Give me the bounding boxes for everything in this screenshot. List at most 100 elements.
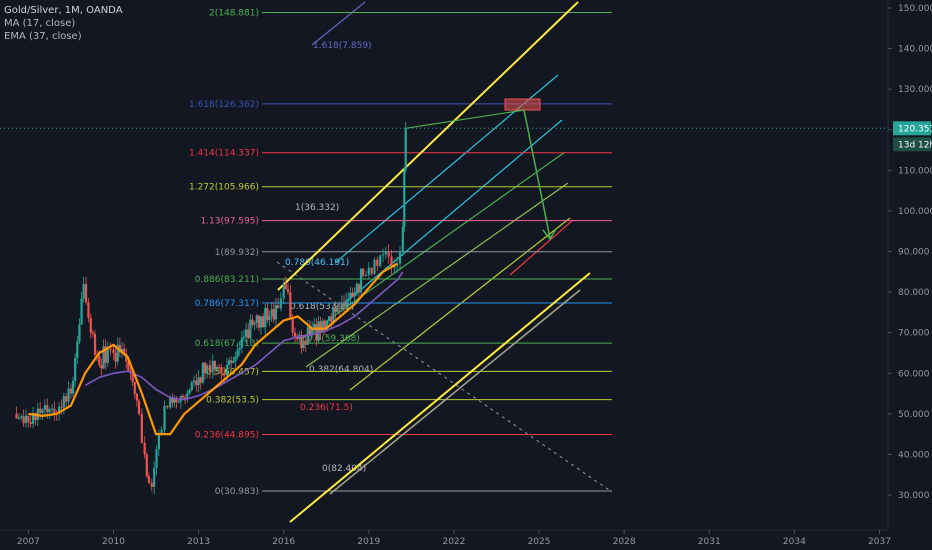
candle-body-42[interactable] [112,349,115,353]
candle-body-90[interactable] [223,373,226,376]
candle-body-154[interactable] [362,268,365,276]
candle-body-15[interactable] [50,408,54,410]
candle-body-140[interactable] [332,306,335,323]
channel-lower-line[interactable] [289,272,591,523]
candle-body-2[interactable] [20,416,23,418]
candle-body-162[interactable] [384,251,387,255]
candle-body-8[interactable] [34,412,37,420]
candle-body-120[interactable] [289,292,292,318]
candle-body-155[interactable] [364,274,368,276]
candle-body-149[interactable] [351,292,354,297]
candle-body-87[interactable] [215,367,219,370]
candle-body-139[interactable] [330,316,333,323]
candle-body-103[interactable] [251,319,254,325]
candle-body-11[interactable] [41,409,44,413]
candle-body-93[interactable] [230,360,233,363]
candle-body-133[interactable] [317,321,320,341]
candle-body-99[interactable] [242,336,246,339]
candle-body-74[interactable] [186,393,189,398]
legend-symbol[interactable]: Gold/Silver, 1M, OANDA [4,5,123,16]
candle-body-33[interactable] [91,332,95,334]
candle-body-19[interactable] [60,406,63,408]
candle-body-41[interactable] [109,348,112,350]
ma-line[interactable] [28,262,398,436]
candle-body-130[interactable] [310,328,314,336]
candle-body-147[interactable] [347,298,350,301]
candle-body-108[interactable] [262,316,265,328]
candle-body-21[interactable] [65,396,68,402]
candle-body-66[interactable] [169,397,172,408]
candle-body-86[interactable] [213,361,217,370]
candle-body-142[interactable] [336,308,339,313]
candle-body-104[interactable] [253,322,256,325]
candle-body-143[interactable] [338,308,341,310]
candle-body-75[interactable] [188,390,191,394]
candle-body-132[interactable] [315,324,318,341]
candle-body-80[interactable] [199,377,202,383]
legend-ma[interactable]: MA (17, close) [4,18,76,29]
fan-line-5[interactable] [349,217,571,391]
candle-body-32[interactable] [89,317,92,333]
candle-body-55[interactable] [140,413,143,443]
candle-body-136[interactable] [323,320,326,328]
candle-body-46[interactable] [120,348,124,353]
ema-line[interactable] [84,271,404,401]
last-price-badge[interactable] [893,121,931,136]
channel-median-line[interactable] [329,289,581,495]
candle-body-131[interactable] [313,324,316,329]
candle-body-59[interactable] [150,482,153,487]
candle-body-40[interactable] [106,348,109,363]
candle-body-107[interactable] [259,316,263,328]
legend-ema[interactable]: EMA (37, close) [4,31,82,42]
candle-body-36[interactable] [98,355,101,366]
candle-body-159[interactable] [376,259,379,266]
candle-body-117[interactable] [282,283,285,299]
candle-body-61[interactable] [155,449,158,469]
candle-body-78[interactable] [195,380,198,386]
candle-body-164[interactable] [390,256,393,268]
candle-body-97[interactable] [238,347,241,350]
candle-body-167[interactable] [398,251,402,264]
candle-body-47[interactable] [123,348,126,354]
candle-body-76[interactable] [190,382,193,391]
candle-body-48[interactable] [125,353,128,362]
candle-body-106[interactable] [257,315,260,328]
candle-body-112[interactable] [270,309,273,317]
candle-body-77[interactable] [192,380,196,383]
candle-body-44[interactable] [116,344,119,362]
candle-body-63[interactable] [160,429,163,435]
candle-body-109[interactable] [264,308,267,328]
candle-body-4[interactable] [24,415,28,424]
candle-body-101[interactable] [247,329,250,339]
candle-body-57[interactable] [145,454,148,477]
candle-body-5[interactable] [27,415,30,422]
candle-body-7[interactable] [31,412,35,424]
candle-body-43[interactable] [114,352,117,362]
candle-body-58[interactable] [147,476,151,483]
candle-body-1[interactable] [17,417,21,419]
candle-body-64[interactable] [163,405,166,430]
candle-body-150[interactable] [353,292,356,297]
dashed-projection-line[interactable] [276,261,613,493]
candle-body-146[interactable] [345,300,348,307]
candle-body-6[interactable] [29,421,32,424]
candle-body-26[interactable] [76,341,79,359]
candle-body-137[interactable] [325,320,329,328]
candle-body-148[interactable] [349,292,352,299]
candle-body-22[interactable] [67,388,70,402]
candle-body-88[interactable] [218,367,221,369]
countdown-badge[interactable] [893,137,931,152]
candle-body-51[interactable] [131,373,134,382]
candle-body-129[interactable] [308,327,312,336]
candle-body-30[interactable] [84,283,88,303]
candle-body-85[interactable] [211,361,214,372]
projection-arrow-line[interactable] [523,109,551,239]
candle-body-28[interactable] [80,298,83,325]
candle-body-98[interactable] [240,338,243,348]
candle-body-135[interactable] [321,320,324,333]
candle-body-72[interactable] [181,395,185,398]
candle-body-141[interactable] [334,306,337,313]
candle-body-16[interactable] [53,408,56,414]
candle-body-3[interactable] [22,416,25,424]
